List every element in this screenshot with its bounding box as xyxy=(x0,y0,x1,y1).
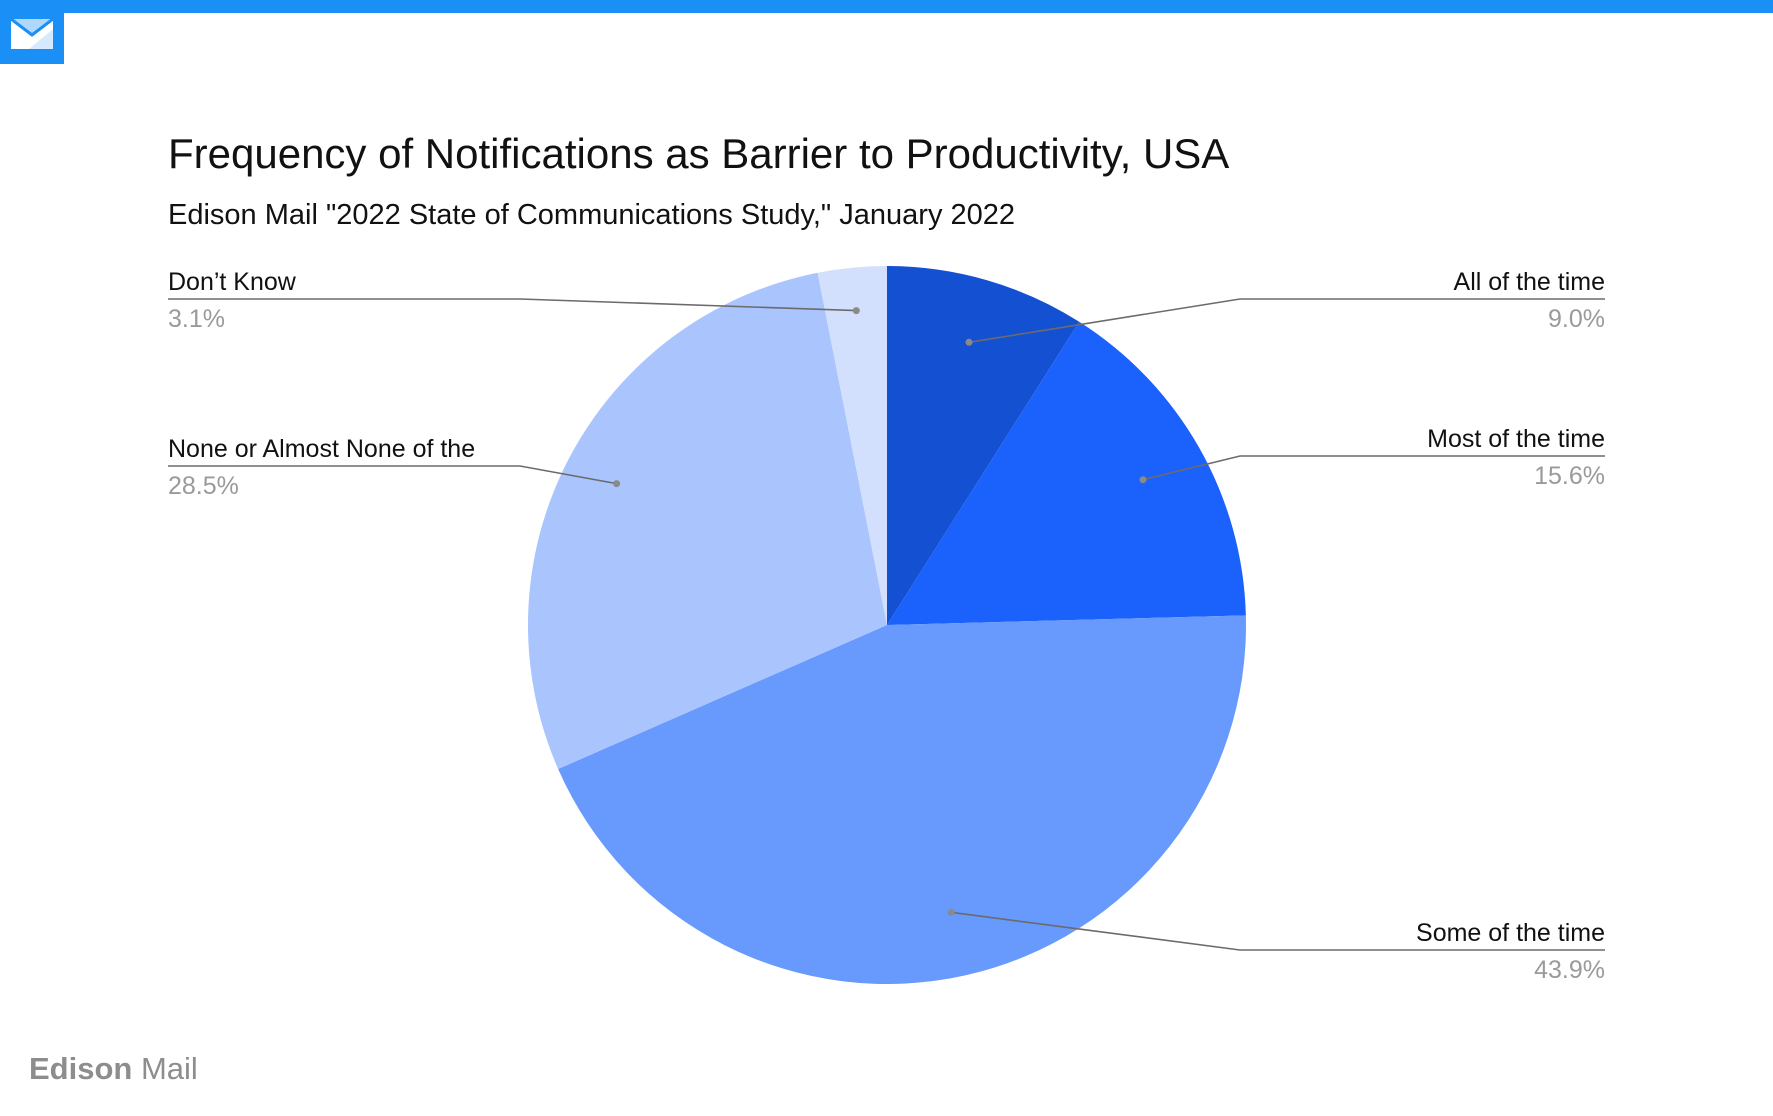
slice-label-none-or-almost-none-of-the: None or Almost None of the xyxy=(168,435,475,463)
slice-value-label-none-or-almost-none-of-the: 28.5% xyxy=(168,472,239,500)
pie-slice-don-t-know xyxy=(817,266,887,625)
pie-slice-most-of-the-time xyxy=(887,321,1246,625)
leader-line-most-of-the-time xyxy=(1142,455,1605,481)
leader-line-some-of-the-time xyxy=(951,911,1605,951)
leader-dot-all-of-the-time xyxy=(965,338,973,346)
slice-value-label-most-of-the-time: 15.6% xyxy=(1534,462,1605,490)
slice-value-label-don-t-know: 3.1% xyxy=(168,305,225,333)
leader-line-all-of-the-time xyxy=(968,298,1605,344)
leader-dot-most-of-the-time xyxy=(1139,476,1147,484)
slice-value-label-all-of-the-time: 9.0% xyxy=(1548,305,1605,333)
leader-dot-some-of-the-time xyxy=(947,908,955,916)
slice-label-all-of-the-time: All of the time xyxy=(1454,268,1605,296)
slice-label-don-t-know: Don’t Know xyxy=(168,268,297,296)
leader-line-none-or-almost-none-of-the xyxy=(168,465,617,485)
leader-dot-none-or-almost-none-of-the xyxy=(613,480,621,488)
leader-line-don-t-know xyxy=(168,298,857,312)
pie-slice-all-of-the-time xyxy=(887,266,1080,625)
envelope-icon xyxy=(11,17,53,49)
footer-brand-strong: Edison xyxy=(29,1051,133,1086)
pie-slice-none-or-almost-none-of-the xyxy=(527,272,887,769)
edison-mail-logo xyxy=(0,13,64,64)
pie-slice-some-of-the-time xyxy=(558,615,1246,984)
slice-label-most-of-the-time: Most of the time xyxy=(1427,425,1605,453)
slice-label-some-of-the-time: Some of the time xyxy=(1416,919,1605,947)
footer-brand-light: Mail xyxy=(140,1051,198,1086)
chart-title: Frequency of Notifications as Barrier to… xyxy=(168,130,1230,177)
top-accent-bar xyxy=(0,0,1773,13)
slice-value-label-some-of-the-time: 43.9% xyxy=(1534,956,1605,984)
chart-subtitle: Edison Mail "2022 State of Communication… xyxy=(168,199,1016,231)
footer-brand: Edison Mail xyxy=(29,1051,198,1087)
leader-dot-don-t-know xyxy=(852,307,860,315)
